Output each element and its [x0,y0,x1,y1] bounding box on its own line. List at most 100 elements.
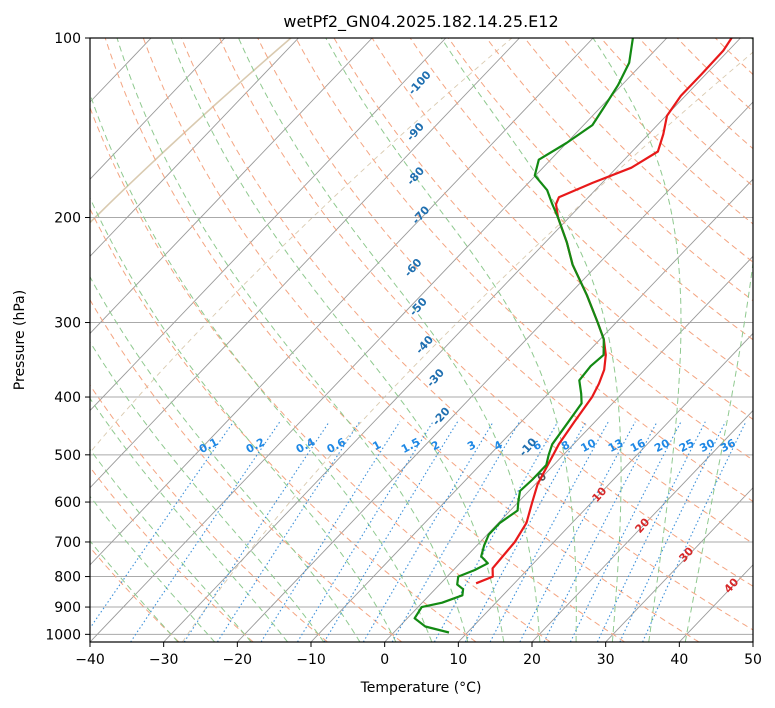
x-axis-title: Temperature (°C) [360,680,482,696]
y-tick-label: 800 [54,570,81,586]
dry-adiabat [371,38,753,420]
isotherm-line [531,409,753,642]
x-tick-label: −20 [223,652,253,668]
dry-adiabats [90,38,753,642]
dry-adiabat [90,466,254,642]
moist-adiabat [592,38,682,642]
mixing-ratio-line [391,421,520,642]
chart-title: wetPf2_GN04.2025.182.14.25.E12 [283,12,558,32]
plot-area: 0.1 0.2 0.4 0.6 1 1.5 2 3 4 6 8 10 13 16 20 25 30 36 -100… [90,38,753,642]
isotherm-line [605,487,753,642]
isotherm-line [90,38,447,412]
y-tick-label: 600 [54,495,81,511]
mixing-ratio-line [297,421,434,642]
moist-adiabat [170,38,505,642]
x-tick-label: 20 [523,652,541,668]
isotherm-line [384,255,753,642]
mixing-ratio-label: 30 [697,436,717,455]
plot-frame [89,37,754,643]
mixing-ratio-label: 16 [628,436,648,455]
dry-adiabat [90,106,551,642]
mixing-ratio-line [90,421,235,630]
x-tick-label: 40 [670,652,688,668]
isotherm-line [90,38,668,642]
moist-adiabat [90,448,252,642]
y-tick-label: 1000 [45,627,81,643]
mixing-ratio-line [489,421,609,642]
pressure-grid [90,38,753,635]
isotherm-line [458,332,753,642]
isotherm-line [163,38,741,642]
y-tick-label: 300 [54,316,81,332]
mixing-ratio-label: 10 [579,436,599,455]
mixing-ratio-line [569,421,682,642]
isotherm-line [90,38,594,566]
isotherm-line [237,101,753,642]
y-axis-ticks: 100 200 300 400 500 600 700 800 900 1000 [45,31,90,643]
mixing-ratio-line [433,421,559,642]
mixing-ratio-line [183,421,330,642]
dry-adiabat [181,38,753,631]
moist-adiabat [90,92,433,642]
x-tick-label: 10 [449,652,467,668]
x-tick-label: −30 [149,652,179,668]
moist-adiabat [116,38,469,642]
skewed-isotherms [90,38,753,642]
moist-adiabat [325,38,577,642]
x-tick-label: 50 [744,652,762,668]
dry-adiabat [219,38,753,587]
x-tick-label: −10 [296,652,326,668]
dry-adiabat [90,207,477,642]
moist-adiabat [90,540,179,642]
moist-adiabat [238,38,541,642]
isotherm-line [90,38,373,335]
mixing-ratio-line [130,421,281,642]
isotherm-line [90,38,226,180]
dry-adiabat [333,38,753,461]
moist-adiabat [90,275,361,642]
dewpoint-profile [413,38,634,634]
x-axis-ticks: −40 −30 −20 −10 0 10 20 30 40 50 [75,642,762,668]
mixing-ratio-label: 25 [677,436,697,455]
y-tick-label: 400 [54,390,81,406]
isotherm-line [90,38,520,489]
moist-adiabat [90,196,397,642]
y-axis-title: Pressure (hPa) [12,290,28,390]
mixing-ratio-line [619,421,726,642]
dry-adiabat [295,38,753,502]
x-tick-label: 30 [597,652,615,668]
mixing-ratio-line [642,421,747,642]
isotherm-line [310,178,753,642]
mixing-ratio-line [362,421,494,642]
dry-adiabat [90,298,403,642]
moist-adiabat [684,38,753,642]
y-tick-label: 700 [54,535,81,551]
mixing-ratio-label: 36 [718,436,738,455]
dry-adiabat [104,38,625,642]
moist-adiabat [440,38,622,642]
mixing-ratio-label: 20 [652,436,672,455]
moist-adiabats [90,38,753,642]
mixing-ratio-line [323,421,459,642]
dry-adiabat [257,38,753,545]
mixing-ratio-line [464,421,587,642]
isotherm-line [90,38,299,257]
mixing-ratio-line [519,421,636,642]
mixing-ratio-line [543,421,658,642]
y-tick-label: 200 [54,211,81,227]
y-tick-label: 500 [54,448,81,464]
y-tick-label: 100 [54,31,81,47]
dry-adiabat [90,384,328,642]
profiles [413,38,733,634]
moist-adiabat [90,397,288,642]
mixing-ratio-lines [90,421,747,642]
mixing-ratio-label: 13 [606,436,626,455]
mixing-ratio-line [596,421,706,642]
dry-adiabat [409,38,753,380]
x-tick-label: 0 [380,652,389,668]
x-tick-label: −40 [75,652,105,668]
y-tick-label: 900 [54,600,81,616]
moist-adiabat [90,341,325,642]
